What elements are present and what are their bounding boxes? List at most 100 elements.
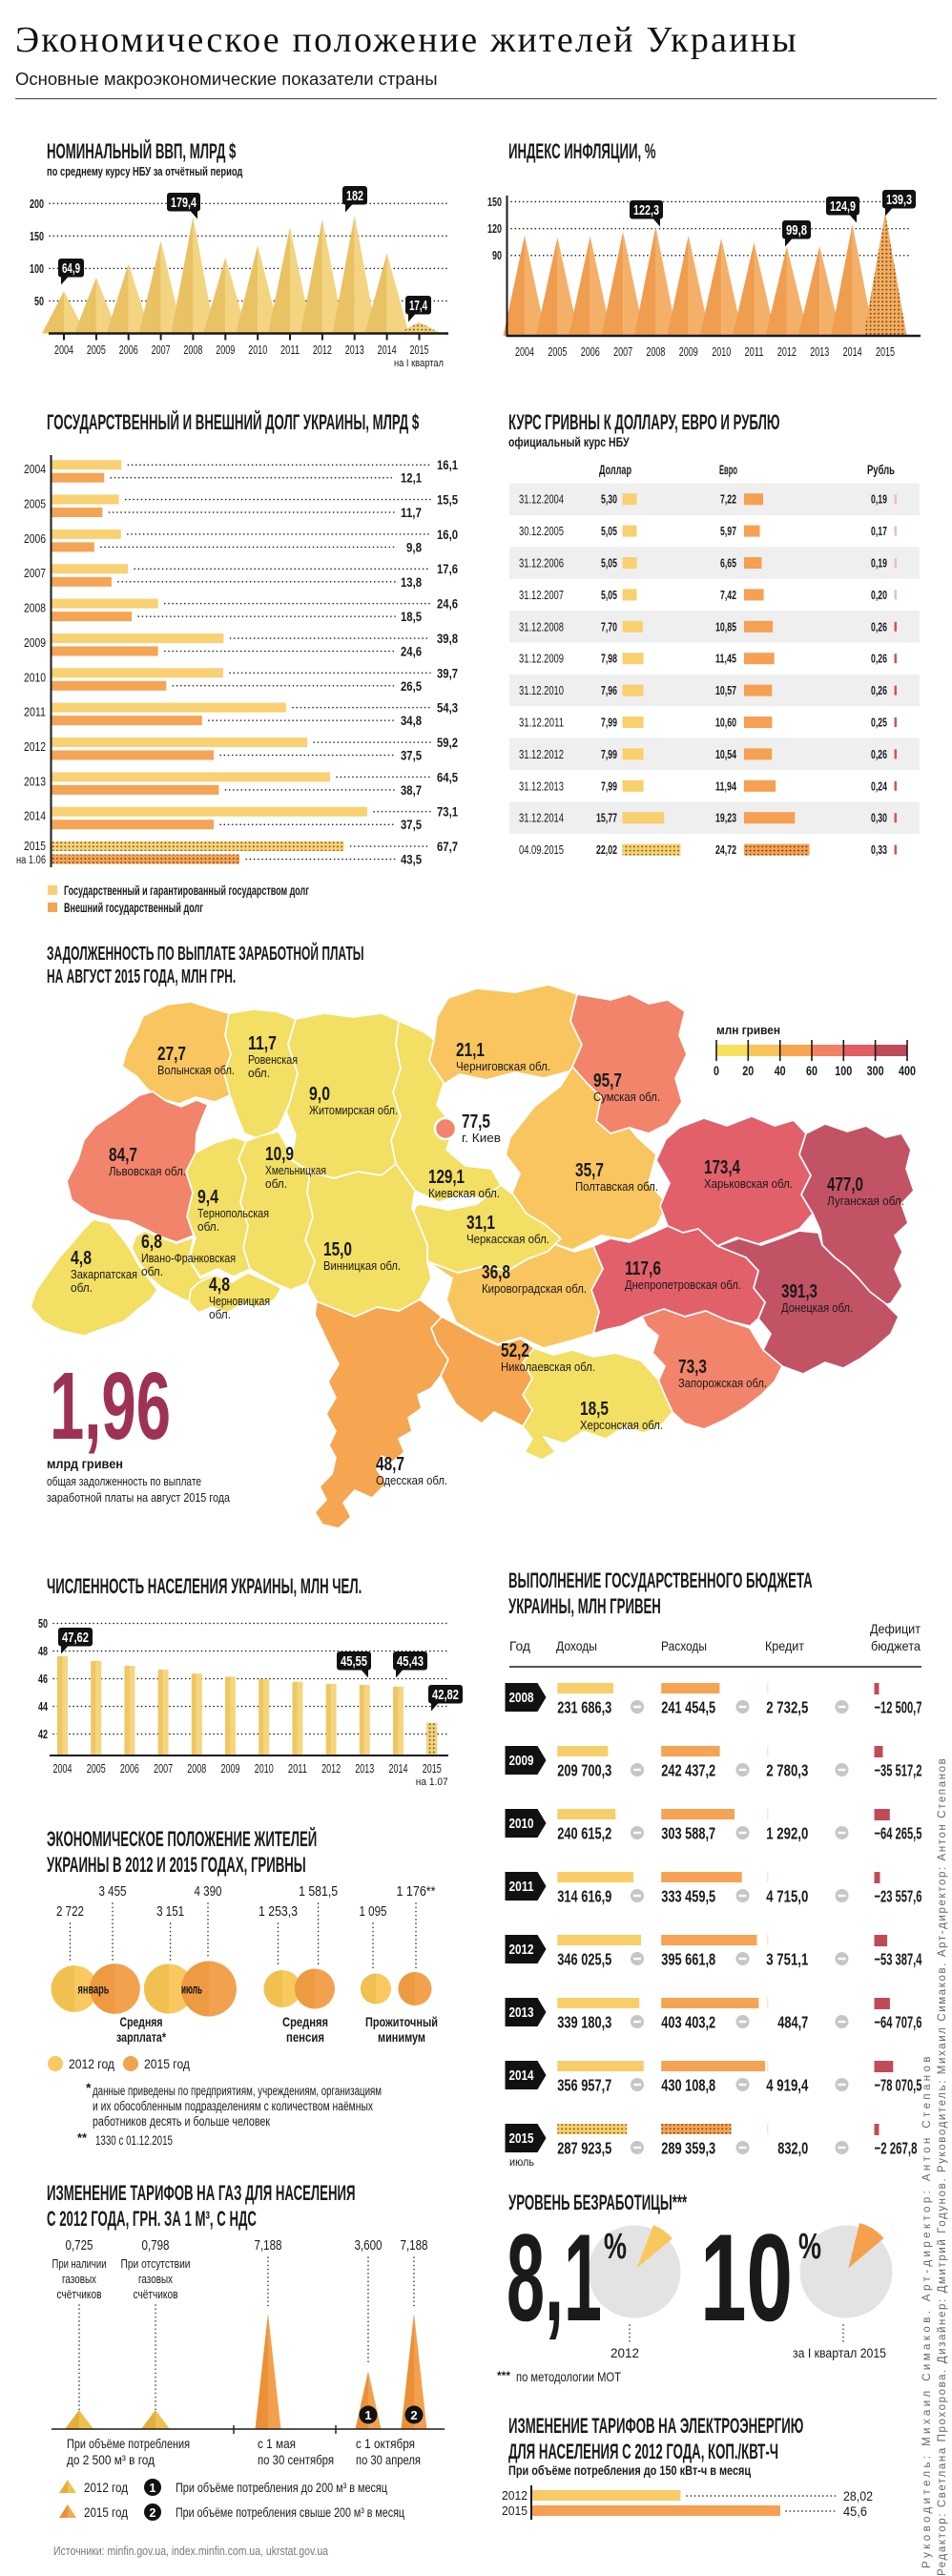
svg-text:***: *** bbox=[497, 2369, 510, 2382]
svg-text:4,8: 4,8 bbox=[71, 1248, 92, 1269]
svg-text:2: 2 bbox=[150, 2506, 156, 2520]
svg-text:с 1 мая: с 1 мая bbox=[258, 2437, 296, 2451]
svg-text:по методологии МОТ: по методологии МОТ bbox=[516, 2370, 621, 2384]
svg-text:15,77: 15,77 bbox=[596, 811, 617, 825]
svg-text:7,96: 7,96 bbox=[601, 683, 617, 697]
svg-text:2012 год: 2012 год bbox=[69, 2056, 114, 2071]
svg-text:39,8: 39,8 bbox=[437, 631, 458, 646]
svg-text:2005: 2005 bbox=[87, 343, 106, 357]
svg-text:газовых: газовых bbox=[62, 2272, 96, 2286]
svg-text:2005: 2005 bbox=[24, 497, 46, 511]
svg-text:2005: 2005 bbox=[548, 345, 567, 359]
svg-text:7,188: 7,188 bbox=[255, 2238, 282, 2254]
svg-text:за I квартал 2015: за I квартал 2015 bbox=[793, 2346, 886, 2360]
svg-text:64,5: 64,5 bbox=[437, 769, 458, 784]
svg-text:2011: 2011 bbox=[280, 343, 300, 357]
svg-text:346 025,5: 346 025,5 bbox=[557, 1950, 611, 1969]
svg-text:31,1: 31,1 bbox=[466, 1213, 495, 1234]
svg-text:2015: 2015 bbox=[24, 839, 46, 853]
svg-text:Средняя: Средняя bbox=[120, 2014, 163, 2029]
svg-text:2009: 2009 bbox=[221, 1762, 240, 1776]
svg-text:2011: 2011 bbox=[745, 345, 764, 359]
svg-text:2015: 2015 bbox=[876, 345, 895, 359]
svg-text:Черкасская обл.: Черкасская обл. bbox=[466, 1232, 549, 1246]
svg-text:Ровенская: Ровенская bbox=[248, 1052, 298, 1067]
svg-text:67,7: 67,7 bbox=[437, 839, 458, 854]
svg-text:2004: 2004 bbox=[53, 1762, 72, 1776]
svg-text:150: 150 bbox=[30, 229, 44, 243]
svg-text:30.12.2005: 30.12.2005 bbox=[519, 525, 564, 538]
svg-text:19,23: 19,23 bbox=[715, 811, 736, 825]
svg-text:2014: 2014 bbox=[378, 343, 397, 357]
svg-text:42,82: 42,82 bbox=[432, 1687, 459, 1703]
svg-text:Черниговская обл.: Черниговская обл. bbox=[456, 1059, 550, 1073]
svg-text:2015: 2015 bbox=[502, 2503, 528, 2518]
svg-text:04.09.2015: 04.09.2015 bbox=[519, 843, 564, 857]
svg-text:Винницкая обл.: Винницкая обл. bbox=[323, 1258, 401, 1273]
svg-text:1,96: 1,96 bbox=[50, 1353, 171, 1460]
svg-text:обл.: обл. bbox=[197, 1219, 219, 1234]
svg-text:0,19: 0,19 bbox=[871, 492, 887, 507]
svg-text:0: 0 bbox=[714, 1064, 719, 1078]
svg-text:403 403,2: 403 403,2 bbox=[661, 2013, 715, 2032]
svg-text:124,9: 124,9 bbox=[830, 198, 856, 215]
svg-text:0,25: 0,25 bbox=[871, 716, 887, 730]
svg-text:2004: 2004 bbox=[24, 462, 46, 476]
svg-text:31.12.2008: 31.12.2008 bbox=[519, 620, 564, 634]
svg-text:40: 40 bbox=[775, 1064, 786, 1078]
svg-text:Год: Год bbox=[509, 1638, 530, 1653]
svg-text:200: 200 bbox=[30, 197, 44, 211]
svg-text:7,99: 7,99 bbox=[601, 716, 617, 730]
svg-text:0,17: 0,17 bbox=[871, 524, 887, 538]
svg-text:−64 707,6: −64 707,6 bbox=[875, 2013, 922, 2032]
svg-text:При объёме потребления до 200: При объёме потребления до 200 м³ в месяц bbox=[176, 2481, 387, 2495]
svg-text:4 390: 4 390 bbox=[195, 1884, 222, 1900]
svg-text:0,33: 0,33 bbox=[871, 842, 887, 857]
svg-text:45,6: 45,6 bbox=[843, 2504, 867, 2519]
svg-text:31.12.2011: 31.12.2011 bbox=[519, 717, 564, 730]
svg-text:работников десять и больше чел: работников десять и больше человек bbox=[93, 2114, 270, 2129]
svg-text:7,22: 7,22 bbox=[720, 492, 736, 507]
svg-text:100: 100 bbox=[835, 1064, 852, 1078]
svg-text:Государственный и гарантирован: Государственный и гарантированный госуда… bbox=[64, 883, 309, 898]
svg-text:Сумская обл.: Сумская обл. bbox=[593, 1090, 660, 1104]
svg-text:28,02: 28,02 bbox=[843, 2489, 873, 2503]
svg-text:0,20: 0,20 bbox=[871, 588, 887, 602]
svg-text:2015 год: 2015 год bbox=[144, 2056, 190, 2071]
svg-text:289 359,3: 289 359,3 bbox=[661, 2139, 715, 2158]
svg-text:300: 300 bbox=[867, 1064, 884, 1078]
svg-text:2004: 2004 bbox=[54, 343, 73, 357]
svg-text:24,6: 24,6 bbox=[437, 596, 458, 612]
svg-text:2007: 2007 bbox=[24, 566, 46, 580]
svg-text:339 180,3: 339 180,3 bbox=[557, 2013, 611, 2032]
svg-text:счётчиков: счётчиков bbox=[57, 2287, 102, 2301]
svg-text:31.12.2007: 31.12.2007 bbox=[519, 589, 564, 602]
svg-text:10,9: 10,9 bbox=[265, 1144, 294, 1165]
svg-text:60: 60 bbox=[806, 1064, 817, 1078]
svg-text:млн гривен: млн гривен bbox=[716, 1023, 780, 1037]
svg-text:10: 10 bbox=[700, 2208, 793, 2347]
svg-text:−2 267,8: −2 267,8 bbox=[875, 2139, 918, 2158]
svg-text:бюджета: бюджета bbox=[871, 1638, 921, 1653]
svg-text:10,85: 10,85 bbox=[715, 619, 736, 634]
svg-text:2006: 2006 bbox=[119, 343, 138, 357]
svg-text:16,0: 16,0 bbox=[437, 527, 458, 542]
svg-text:314 616,9: 314 616,9 bbox=[557, 1887, 611, 1906]
svg-text:2010: 2010 bbox=[248, 343, 267, 357]
svg-text:2011: 2011 bbox=[24, 705, 46, 719]
svg-text:г. Киев: г. Киев bbox=[462, 1131, 501, 1145]
svg-text:Рубль: Рубль bbox=[867, 463, 895, 477]
svg-text:Средняя: Средняя bbox=[282, 2014, 328, 2029]
svg-text:Источники: minfin.gov.ua, inde: Источники: minfin.gov.ua, index.minfin.c… bbox=[53, 2544, 329, 2558]
svg-text:13,8: 13,8 bbox=[401, 574, 422, 590]
svg-text:24,6: 24,6 bbox=[401, 644, 422, 659]
svg-text:0,26: 0,26 bbox=[871, 652, 887, 666]
svg-text:139,3: 139,3 bbox=[886, 192, 912, 208]
svg-text:Кировоградская обл.: Кировоградская обл. bbox=[482, 1281, 587, 1296]
svg-text:Житомирская обл.: Житомирская обл. bbox=[309, 1103, 398, 1117]
svg-text:Кредит: Кредит bbox=[765, 1638, 805, 1653]
svg-text:по 30 апреля: по 30 апреля bbox=[356, 2453, 421, 2467]
svg-text:7,42: 7,42 bbox=[720, 588, 736, 602]
svg-text:173,4: 173,4 bbox=[704, 1157, 741, 1178]
svg-text:2 722: 2 722 bbox=[56, 1904, 84, 1920]
